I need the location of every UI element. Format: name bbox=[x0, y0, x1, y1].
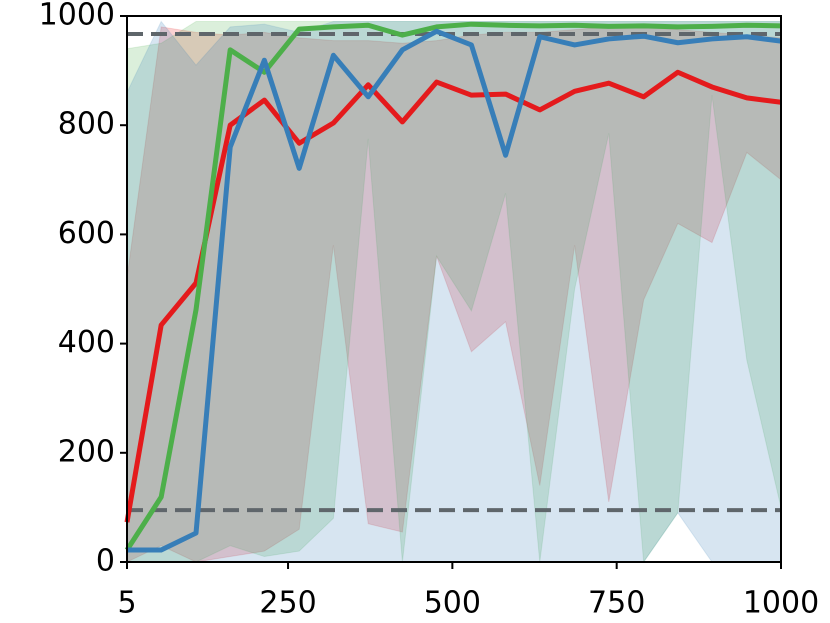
series-line bbox=[124, 69, 782, 523]
x-tick-label: 500 bbox=[424, 586, 481, 621]
x-tick-label: 250 bbox=[259, 586, 316, 621]
plot-frame bbox=[126, 15, 782, 563]
y-tick-label: 400 bbox=[58, 325, 115, 360]
y-tick-label: 1000 bbox=[39, 0, 115, 33]
x-tick-label: 5 bbox=[117, 586, 136, 621]
series-line bbox=[124, 21, 782, 552]
y-tick-label: 800 bbox=[58, 107, 115, 142]
y-tick-label: 200 bbox=[58, 434, 115, 469]
y-tick-label: 0 bbox=[96, 544, 115, 579]
series-line bbox=[127, 28, 782, 553]
y-tick-label: 600 bbox=[58, 216, 115, 251]
x-tick-label: 750 bbox=[588, 586, 645, 621]
x-tick-label: 1000 bbox=[743, 586, 819, 621]
